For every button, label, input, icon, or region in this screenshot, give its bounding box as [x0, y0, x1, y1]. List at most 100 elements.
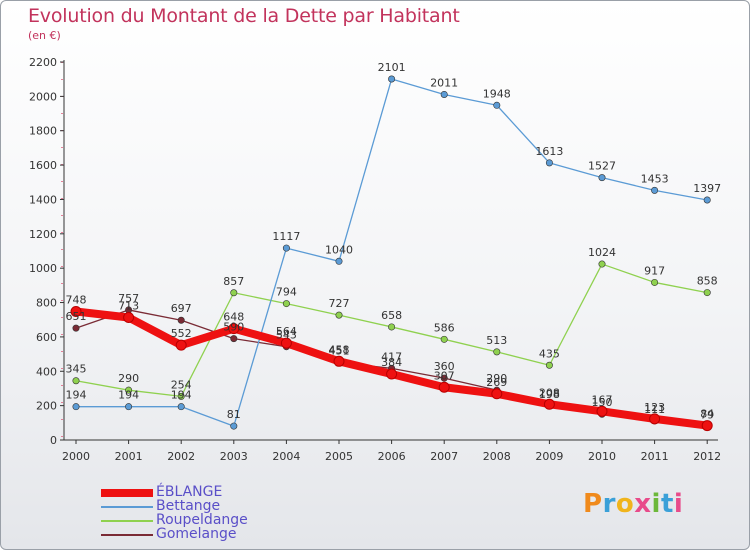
data-label: 123: [644, 401, 665, 414]
data-label: 194: [66, 389, 87, 402]
data-labels: 651 757 697 590 543 451 417 360 290 198 150 111 79 34…: [66, 61, 722, 421]
data-point[interactable]: [228, 323, 240, 335]
data-point[interactable]: [72, 377, 80, 385]
data-label: 648: [223, 311, 244, 324]
data-label: 552: [171, 327, 192, 340]
x-tick-label: 2002: [167, 450, 195, 463]
data-point[interactable]: [386, 368, 398, 380]
data-point[interactable]: [282, 244, 290, 252]
data-label: 1040: [325, 243, 353, 256]
data-point[interactable]: [703, 196, 711, 204]
data-point[interactable]: [125, 403, 133, 411]
legend-item: Bettange: [101, 498, 301, 514]
y-tick-label: 400: [36, 365, 57, 378]
data-point[interactable]: [703, 289, 711, 297]
data-point[interactable]: [230, 422, 238, 430]
data-point[interactable]: [651, 278, 659, 286]
data-point[interactable]: [493, 348, 501, 356]
axes: 0 200 400 600 800 1000 1200 1400 1600 1800 2000 220…: [29, 56, 721, 463]
series--blange: [70, 305, 713, 432]
data-point[interactable]: [333, 355, 345, 367]
y-tick-label: 1400: [29, 193, 57, 206]
x-tick-label: 2010: [588, 450, 616, 463]
legend-label: Bettange: [156, 498, 221, 514]
data-label: 564: [276, 325, 297, 338]
data-point[interactable]: [388, 75, 396, 83]
data-point[interactable]: [72, 403, 80, 411]
data-point[interactable]: [230, 289, 238, 297]
y-tick-label: 1800: [29, 125, 57, 138]
data-label: 84: [700, 408, 714, 421]
series-lines: [70, 75, 713, 432]
data-point[interactable]: [440, 374, 448, 382]
data-label: 713: [118, 299, 139, 312]
data-point[interactable]: [598, 174, 606, 182]
data-point[interactable]: [493, 101, 501, 109]
data-label: 2011: [430, 76, 458, 89]
y-tick-label: 1600: [29, 159, 57, 172]
data-point[interactable]: [651, 186, 659, 194]
data-label: 1397: [693, 182, 721, 195]
data-point[interactable]: [282, 300, 290, 308]
data-label: 651: [66, 310, 87, 323]
legend-swatch: [101, 489, 153, 497]
data-label: 794: [276, 286, 297, 299]
data-label: 360: [434, 360, 455, 373]
data-label: 269: [486, 376, 507, 389]
y-tick-label: 0: [50, 434, 57, 447]
data-point[interactable]: [125, 386, 133, 394]
data-label: 1453: [641, 172, 669, 185]
data-point[interactable]: [596, 405, 608, 417]
data-label: 417: [381, 350, 402, 363]
series-roupeldange: [72, 260, 711, 400]
data-point[interactable]: [649, 413, 661, 425]
data-point[interactable]: [335, 311, 343, 319]
data-point[interactable]: [701, 420, 713, 432]
proxiti-logo: Proxiti: [583, 489, 684, 519]
data-point[interactable]: [440, 335, 448, 343]
legend-label: ÉBLANGE: [156, 484, 223, 500]
legend-swatch: [101, 520, 153, 522]
data-point[interactable]: [545, 361, 553, 369]
data-point[interactable]: [177, 316, 185, 324]
data-label: 1117: [272, 230, 300, 243]
x-tick-label: 2007: [430, 450, 458, 463]
data-label: 1613: [535, 145, 563, 158]
data-point[interactable]: [72, 324, 80, 332]
data-point[interactable]: [598, 260, 606, 268]
data-label: 857: [223, 275, 244, 288]
series-bettange: [72, 75, 711, 430]
data-point[interactable]: [230, 335, 238, 343]
data-point[interactable]: [543, 398, 555, 410]
legend-item: Roupeldange: [101, 512, 301, 528]
data-point[interactable]: [335, 257, 343, 265]
data-point[interactable]: [440, 90, 448, 98]
legend-label: Gomelange: [156, 526, 237, 542]
x-tick-label: 2005: [325, 450, 353, 463]
x-tick-label: 2009: [535, 450, 563, 463]
data-point[interactable]: [175, 339, 187, 351]
data-point[interactable]: [280, 337, 292, 349]
legend-label: Roupeldange: [156, 512, 248, 528]
data-label: 543: [276, 329, 297, 342]
data-point[interactable]: [177, 392, 185, 400]
data-point[interactable]: [70, 305, 82, 317]
data-label: 451: [329, 345, 350, 358]
legend-swatch: [101, 534, 153, 536]
data-label: 194: [171, 389, 192, 402]
data-label: 384: [381, 356, 402, 369]
data-label: 167: [592, 393, 613, 406]
data-point[interactable]: [545, 159, 553, 167]
chart-subtitle: (en €): [28, 29, 61, 42]
data-point[interactable]: [123, 311, 135, 323]
data-point[interactable]: [388, 323, 396, 331]
data-point[interactable]: [177, 403, 185, 411]
data-point[interactable]: [491, 388, 503, 400]
x-tick-label: 2001: [115, 450, 143, 463]
data-label: 290: [118, 372, 139, 385]
data-label: 290: [486, 372, 507, 385]
data-label: 748: [66, 293, 87, 306]
data-point[interactable]: [438, 381, 450, 393]
data-label: 697: [171, 302, 192, 315]
